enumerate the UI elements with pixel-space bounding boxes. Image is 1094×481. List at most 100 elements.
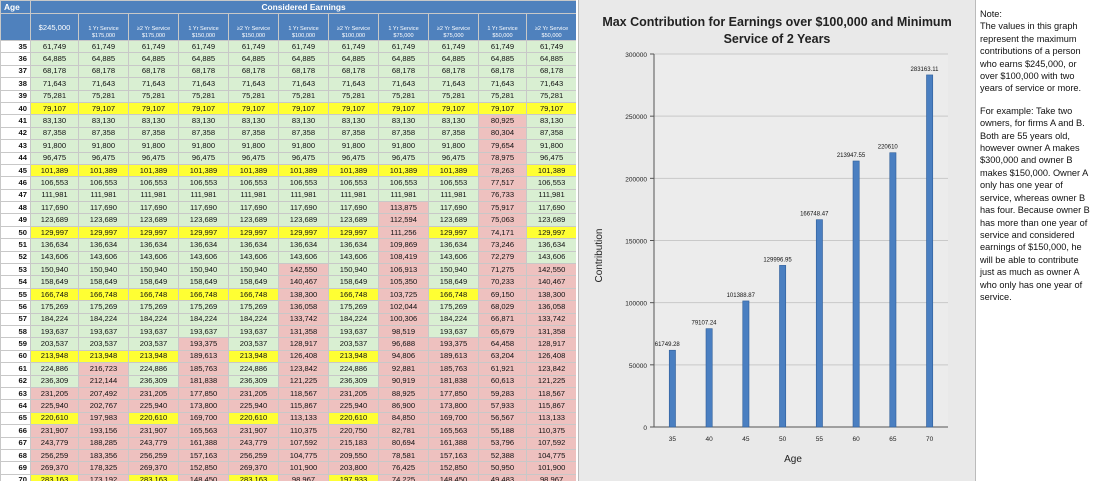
value-cell[interactable]: 123,842 xyxy=(525,362,576,376)
value-cell[interactable]: 101,389 xyxy=(378,163,429,178)
value-cell[interactable]: 75,281 xyxy=(178,89,229,103)
value-cell[interactable]: 64,885 xyxy=(228,52,279,66)
value-cell[interactable]: 106,553 xyxy=(128,176,179,190)
value-cell[interactable]: 136,634 xyxy=(30,238,79,252)
value-cell[interactable]: 75,281 xyxy=(30,89,79,103)
value-cell[interactable]: 55,188 xyxy=(478,424,527,438)
value-cell[interactable]: 203,537 xyxy=(30,337,79,351)
value-cell[interactable]: 184,224 xyxy=(228,312,279,327)
value-cell[interactable]: 150,940 xyxy=(428,263,479,277)
value-cell[interactable]: 193,637 xyxy=(78,324,129,339)
value-cell[interactable]: 212,144 xyxy=(78,374,129,388)
value-cell[interactable]: 136,634 xyxy=(128,238,179,252)
value-cell[interactable]: 101,389 xyxy=(328,163,379,178)
value-cell[interactable]: 236,309 xyxy=(228,374,279,388)
value-cell[interactable]: 106,553 xyxy=(525,176,576,190)
value-cell[interactable]: 79,107 xyxy=(178,101,229,116)
value-cell[interactable]: 107,592 xyxy=(525,436,576,450)
value-cell[interactable]: 101,389 xyxy=(428,163,479,178)
value-cell[interactable]: 126,408 xyxy=(525,349,576,364)
value-cell[interactable]: 104,775 xyxy=(278,448,329,463)
value-cell[interactable]: 64,885 xyxy=(478,52,527,66)
value-cell[interactable]: 111,981 xyxy=(78,188,129,203)
value-cell[interactable]: 113,133 xyxy=(278,411,329,426)
value-cell[interactable]: 129,997 xyxy=(428,225,479,240)
value-cell[interactable]: 77,517 xyxy=(478,176,527,190)
value-cell[interactable]: 103,725 xyxy=(378,287,429,302)
value-cell[interactable]: 213,948 xyxy=(78,349,129,364)
value-cell[interactable]: 65,679 xyxy=(478,324,527,339)
value-cell[interactable]: 131,358 xyxy=(278,324,329,339)
value-cell[interactable]: 123,689 xyxy=(78,213,129,227)
value-cell[interactable]: 96,688 xyxy=(378,337,429,351)
value-cell[interactable]: 61,749 xyxy=(428,39,479,54)
value-cell[interactable]: 80,694 xyxy=(378,436,429,450)
value-cell[interactable]: 220,610 xyxy=(328,411,379,426)
value-cell[interactable]: 115,867 xyxy=(525,399,576,413)
value-cell[interactable]: 83,130 xyxy=(278,114,329,128)
value-cell[interactable]: 184,224 xyxy=(128,312,179,327)
value-cell[interactable]: 193,637 xyxy=(228,324,279,339)
value-cell[interactable]: 59,283 xyxy=(478,386,527,401)
value-cell[interactable]: 87,358 xyxy=(178,126,229,141)
value-cell[interactable]: 117,690 xyxy=(178,201,229,215)
value-cell[interactable]: 106,553 xyxy=(228,176,279,190)
value-cell[interactable]: 123,842 xyxy=(278,362,329,376)
value-cell[interactable]: 68,178 xyxy=(78,64,129,79)
value-cell[interactable]: 83,130 xyxy=(228,114,279,128)
value-cell[interactable]: 225,940 xyxy=(228,399,279,413)
value-cell[interactable]: 175,269 xyxy=(428,300,479,314)
value-cell[interactable]: 188,285 xyxy=(78,436,129,450)
value-cell[interactable]: 175,269 xyxy=(178,300,229,314)
value-cell[interactable]: 269,370 xyxy=(30,461,79,475)
value-cell[interactable]: 140,467 xyxy=(525,275,576,289)
value-cell[interactable]: 143,606 xyxy=(78,250,129,265)
value-cell[interactable]: 106,553 xyxy=(328,176,379,190)
value-cell[interactable]: 177,850 xyxy=(428,386,479,401)
value-cell[interactable]: 138,300 xyxy=(278,287,329,302)
value-cell[interactable]: 236,309 xyxy=(328,374,379,388)
value-cell[interactable]: 91,800 xyxy=(30,139,79,153)
value-cell[interactable]: 78,581 xyxy=(378,448,429,463)
value-cell[interactable]: 203,537 xyxy=(128,337,179,351)
value-cell[interactable]: 243,779 xyxy=(30,436,79,450)
value-cell[interactable]: 64,885 xyxy=(525,52,576,66)
value-cell[interactable]: 75,063 xyxy=(478,213,527,227)
value-cell[interactable]: 49,483 xyxy=(478,473,527,481)
value-cell[interactable]: 101,389 xyxy=(30,163,79,178)
value-cell[interactable]: 129,997 xyxy=(78,225,129,240)
value-cell[interactable]: 126,408 xyxy=(278,349,329,364)
value-cell[interactable]: 106,913 xyxy=(378,263,429,277)
value-cell[interactable]: 71,275 xyxy=(478,263,527,277)
value-cell[interactable]: 98,519 xyxy=(378,324,429,339)
value-cell[interactable]: 73,246 xyxy=(478,238,527,252)
value-cell[interactable]: 224,886 xyxy=(30,362,79,376)
value-cell[interactable]: 111,981 xyxy=(278,188,329,203)
value-cell[interactable]: 231,205 xyxy=(128,386,179,401)
value-cell[interactable]: 111,981 xyxy=(428,188,479,203)
value-cell[interactable]: 71,643 xyxy=(428,77,479,91)
value-cell[interactable]: 64,885 xyxy=(128,52,179,66)
value-cell[interactable]: 166,748 xyxy=(128,287,179,302)
value-cell[interactable]: 136,058 xyxy=(525,300,576,314)
value-cell[interactable]: 138,300 xyxy=(525,287,576,302)
value-cell[interactable]: 91,800 xyxy=(78,139,129,153)
value-cell[interactable]: 57,933 xyxy=(478,399,527,413)
value-cell[interactable]: 87,358 xyxy=(228,126,279,141)
value-cell[interactable]: 131,358 xyxy=(525,324,576,339)
value-cell[interactable]: 101,389 xyxy=(78,163,129,178)
value-cell[interactable]: 87,358 xyxy=(30,126,79,141)
value-cell[interactable]: 129,997 xyxy=(525,225,576,240)
value-cell[interactable]: 220,610 xyxy=(30,411,79,426)
value-cell[interactable]: 75,281 xyxy=(128,89,179,103)
value-cell[interactable]: 68,178 xyxy=(128,64,179,79)
value-cell[interactable]: 78,975 xyxy=(478,151,527,165)
value-cell[interactable]: 158,649 xyxy=(128,275,179,289)
value-cell[interactable]: 96,475 xyxy=(525,151,576,165)
value-cell[interactable]: 220,750 xyxy=(328,424,379,438)
value-cell[interactable]: 104,775 xyxy=(525,448,576,463)
value-cell[interactable]: 143,606 xyxy=(525,250,576,265)
value-cell[interactable]: 91,800 xyxy=(328,139,379,153)
value-cell[interactable]: 224,886 xyxy=(328,362,379,376)
value-cell[interactable]: 158,649 xyxy=(428,275,479,289)
